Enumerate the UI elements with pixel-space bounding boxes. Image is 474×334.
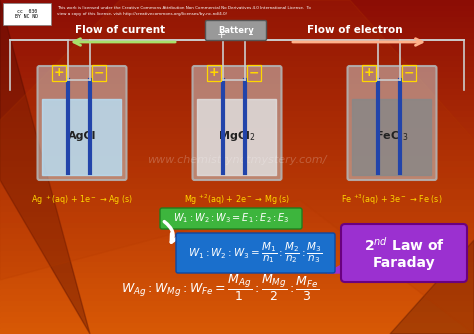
Bar [0,39,474,44]
FancyBboxPatch shape [347,66,437,180]
Text: Flow of electron: Flow of electron [307,25,403,35]
Bar [0,106,474,111]
Bar [0,317,474,323]
Bar [0,328,474,334]
Bar [0,223,474,228]
Text: Ag $^+$(aq) + 1e$^-$ → Ag (s): Ag $^+$(aq) + 1e$^-$ → Ag (s) [31,193,133,207]
Text: FeCl$_3$: FeCl$_3$ [375,129,409,143]
Text: This work is licensed under the Creative Commons Attribution Non Commercial No D: This work is licensed under the Creative… [57,6,311,10]
FancyBboxPatch shape [206,20,266,40]
Bar [0,290,474,295]
Bar [0,267,474,273]
Bar [0,56,474,61]
Bar [0,95,474,100]
Bar [0,273,474,278]
Bar [0,295,474,301]
Bar [43,99,121,175]
Bar [0,217,474,223]
Bar [0,89,474,95]
Bar [0,145,474,150]
Bar [0,250,474,256]
Text: view a copy of this license, visit http://creativecommons.org/licenses/by-nc-nd/: view a copy of this license, visit http:… [57,12,227,16]
Text: $W_{Ag} : W_{Mg} : W_{Fe} = \dfrac{M_{Ag}}{1} : \dfrac{M_{Mg}}{2} : \dfrac{M_{Fe: $W_{Ag} : W_{Mg} : W_{Fe} = \dfrac{M_{Ag… [121,273,319,303]
Bar [0,211,474,217]
Bar [0,11,474,17]
FancyBboxPatch shape [3,3,51,25]
FancyBboxPatch shape [192,66,282,180]
Text: −: − [404,66,414,79]
Bar [0,195,474,200]
Text: −: − [249,66,259,79]
Bar [0,200,474,206]
Text: +: + [209,66,219,79]
Bar [0,234,474,239]
Bar [0,50,474,56]
Bar [0,173,474,178]
FancyBboxPatch shape [160,208,302,229]
Bar [0,6,474,11]
FancyBboxPatch shape [341,224,467,282]
Bar [0,28,474,33]
Bar [0,134,474,139]
Bar [0,228,474,234]
Bar [0,161,474,167]
Bar [0,0,474,6]
Bar [0,139,474,145]
Bar [0,150,474,156]
Text: +: + [216,30,226,40]
Bar [0,284,474,290]
Text: Faraday: Faraday [373,256,435,270]
Bar [0,262,474,267]
Bar [0,306,474,312]
Bar [0,33,474,39]
Bar [0,256,474,262]
Text: +: + [54,66,64,79]
Bar [0,156,474,161]
Text: AgCl: AgCl [68,131,96,141]
Bar [0,44,474,50]
Text: -: - [249,28,253,41]
Polygon shape [0,0,90,334]
Bar [0,111,474,117]
Bar [0,245,474,250]
Bar [0,239,474,245]
Text: −: − [94,66,104,79]
Text: Fe $^{+3}$(aq) + 3e$^-$ → Fe (s): Fe $^{+3}$(aq) + 3e$^-$ → Fe (s) [341,193,443,207]
Bar [0,323,474,328]
Bar [0,67,474,72]
Bar [0,22,474,28]
Text: $W_1 : W_2 : W_3 = E_1 : E_2 : E_3$: $W_1 : W_2 : W_3 = E_1 : E_2 : E_3$ [173,212,289,225]
Bar [0,72,474,78]
Text: www.chemistrynotmystery.com/: www.chemistrynotmystery.com/ [147,155,327,165]
Bar [353,99,431,175]
Text: Flow of current: Flow of current [75,25,165,35]
Bar [0,206,474,211]
Bar [0,17,474,22]
Text: Battery: Battery [218,26,254,35]
Bar [0,278,474,284]
Text: Mg $^{+2}$(aq) + 2e$^-$ → Mg (s): Mg $^{+2}$(aq) + 2e$^-$ → Mg (s) [184,193,290,207]
Bar [0,117,474,123]
Text: +: + [364,66,374,79]
Bar [0,167,474,173]
Bar [0,301,474,306]
Text: cc  030
BY NC ND: cc 030 BY NC ND [16,9,38,19]
Bar [0,78,474,84]
Bar [0,178,474,184]
Polygon shape [327,263,345,273]
Bar [0,100,474,106]
Bar [0,61,474,67]
Text: 2$^{nd}$ Law of: 2$^{nd}$ Law of [364,236,445,254]
Bar [0,128,474,134]
Bar [0,312,474,317]
Text: MgCl$_2$: MgCl$_2$ [219,129,255,143]
Bar [0,123,474,128]
Text: $W_1 : W_2 : W_3 = \dfrac{M_1}{n_1} : \dfrac{M_2}{n_2} : \dfrac{M_3}{n_3}$: $W_1 : W_2 : W_3 = \dfrac{M_1}{n_1} : \d… [188,240,322,266]
FancyBboxPatch shape [37,66,127,180]
Bar [0,189,474,195]
Polygon shape [390,240,474,334]
Bar [0,84,474,89]
Bar [198,99,276,175]
FancyBboxPatch shape [176,233,335,273]
